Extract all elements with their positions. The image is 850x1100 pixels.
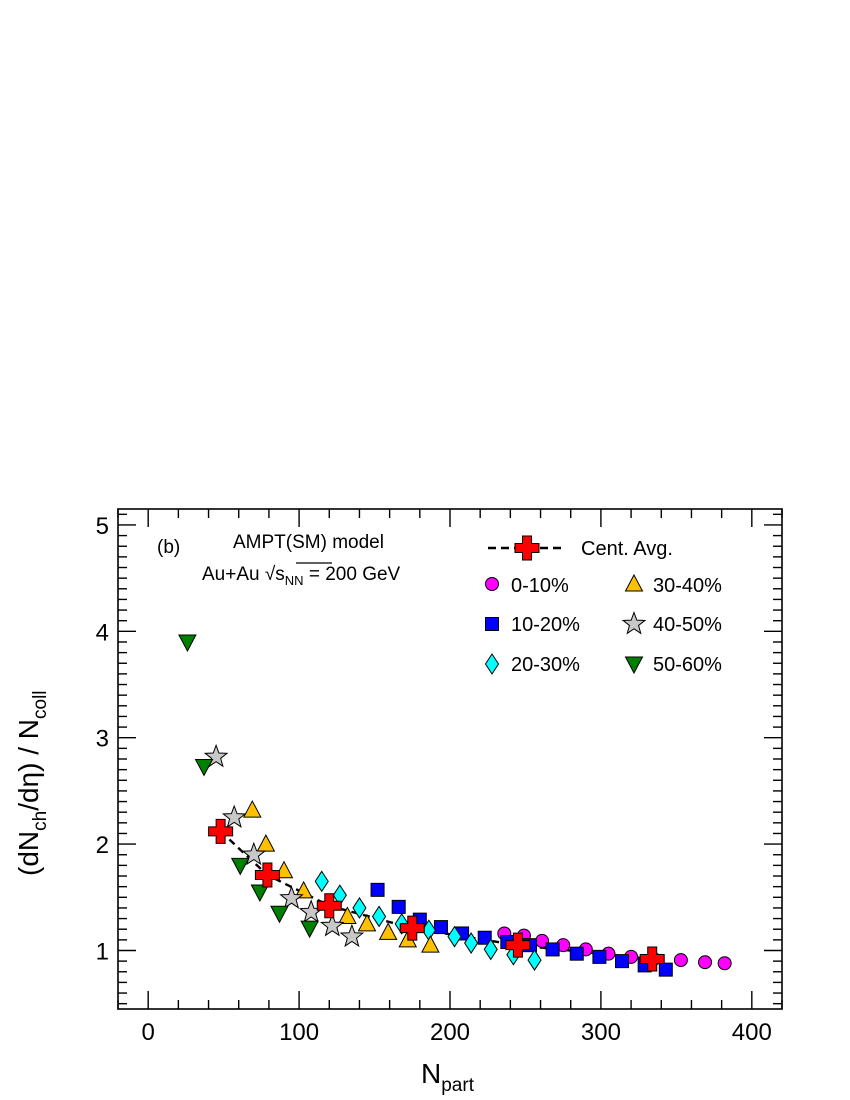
legend: Cent. Avg. 0-10% 30-40% 10-20% 40-50% 20…	[484, 535, 722, 676]
point-50-60	[194, 758, 214, 777]
legend-label-0-10: 0-10%	[511, 575, 569, 597]
point-40-50	[221, 804, 247, 828]
sqrt-symbol: √	[265, 564, 276, 585]
energy-sub: NN	[285, 573, 304, 588]
point-10-20	[545, 942, 560, 957]
point-20-30	[371, 905, 387, 928]
point-10-20	[370, 882, 385, 897]
legend-label-30-40: 30-40%	[653, 575, 722, 597]
x-tick-label: 300	[581, 1019, 621, 1046]
y-axis-title-sub2: coll	[30, 690, 51, 719]
point-40-50	[203, 743, 229, 768]
point-30-40	[338, 906, 357, 924]
point-10-20	[433, 920, 448, 935]
point-50-60	[270, 905, 289, 924]
legend-label-50-60: 50-60%	[653, 654, 722, 676]
point-20-30	[527, 949, 542, 971]
point-cent-avg	[399, 915, 425, 941]
point-30-40	[357, 913, 377, 932]
legend-marker-30-40	[624, 573, 644, 592]
axis-ticks	[117, 509, 783, 1009]
legend-symbol-50-60	[624, 656, 644, 675]
data-markers	[178, 634, 732, 977]
point-cent-avg	[639, 946, 665, 972]
x-axis-title-main: N	[421, 1058, 441, 1089]
legend-marker-20-30	[484, 653, 500, 675]
point-30-40	[294, 880, 313, 899]
legend-symbol-cent-avg	[514, 535, 540, 561]
point-cent-avg	[505, 932, 531, 958]
point-30-40	[378, 922, 398, 940]
legend-marker-0-10	[485, 577, 499, 591]
model-label: AMPT(SM) model	[233, 532, 384, 553]
point-20-30	[464, 932, 479, 954]
y-axis-title: (dNch/dη) / Ncoll	[13, 690, 51, 876]
energy-s: s	[275, 564, 285, 585]
point-40-50	[241, 841, 267, 866]
point-cent-avg	[254, 862, 280, 888]
x-tick-label: 0	[142, 1019, 155, 1046]
legend-marker-cent-avg	[514, 535, 540, 561]
legend-label-40-50: 40-50%	[653, 614, 722, 636]
point-10-20	[391, 899, 406, 914]
point-20-30	[483, 938, 498, 961]
y-tick-label: 1	[96, 938, 109, 965]
legend-marker-10-20	[485, 617, 499, 631]
point-50-60	[250, 884, 270, 903]
point-0-10	[673, 953, 688, 968]
point-10-20	[569, 946, 584, 961]
point-10-20	[615, 954, 630, 969]
point-cent-avg	[208, 818, 234, 844]
point-20-30	[314, 870, 329, 893]
system-prefix: Au+Au	[202, 564, 265, 585]
energy-suffix: = 200 GeV	[304, 564, 401, 585]
x-axis-title-sub: part	[441, 1075, 474, 1096]
legend-symbol-30-40	[624, 573, 644, 592]
system-label: Au+Au √sNN = 200 GeV	[202, 564, 401, 588]
y-axis-title-pre: (dN	[13, 831, 44, 876]
point-0-10	[717, 956, 732, 971]
legend-label-20-30: 20-30%	[511, 654, 580, 676]
y-tick-label: 4	[96, 619, 109, 646]
point-10-20	[658, 962, 673, 977]
point-0-10	[698, 955, 713, 970]
y-axis-title-sub1: ch	[30, 811, 51, 831]
point-30-40	[242, 799, 262, 818]
legend-marker-50-60	[624, 656, 644, 675]
x-tick-label: 100	[279, 1019, 319, 1046]
legend-symbol-0-10	[485, 577, 499, 591]
panel-label: (b)	[157, 537, 180, 558]
y-tick-label: 5	[96, 513, 109, 540]
point-40-50	[319, 913, 345, 937]
point-40-50	[279, 885, 304, 909]
x-axis-title: Npart	[421, 1058, 475, 1096]
y-tick-label: 3	[96, 726, 109, 753]
point-20-30	[352, 897, 367, 919]
legend-symbol-40-50	[621, 611, 647, 635]
point-50-60	[230, 857, 250, 876]
legend-marker-40-50	[621, 611, 647, 635]
point-50-60	[300, 920, 319, 939]
point-10-20	[592, 949, 607, 964]
legend-symbol-10-20	[485, 617, 499, 631]
point-50-60	[178, 634, 197, 653]
point-20-30	[447, 925, 462, 948]
y-tick-label: 2	[96, 832, 109, 859]
x-tick-label: 400	[732, 1019, 772, 1046]
point-30-40	[421, 935, 440, 953]
tick-labels: 0 100 200 300 400 1 2 3 4 5	[96, 513, 772, 1046]
legend-label-10-20: 10-20%	[511, 614, 580, 636]
legend-label-cent-avg: Cent. Avg.	[581, 538, 673, 560]
legend-symbol-20-30	[484, 653, 500, 675]
point-30-40	[256, 834, 276, 852]
x-tick-label: 200	[430, 1019, 470, 1046]
y-axis-title-mid: /dη) / N	[13, 719, 44, 811]
point-10-20	[477, 930, 492, 945]
point-40-50	[339, 923, 365, 948]
point-cent-avg	[316, 893, 342, 919]
